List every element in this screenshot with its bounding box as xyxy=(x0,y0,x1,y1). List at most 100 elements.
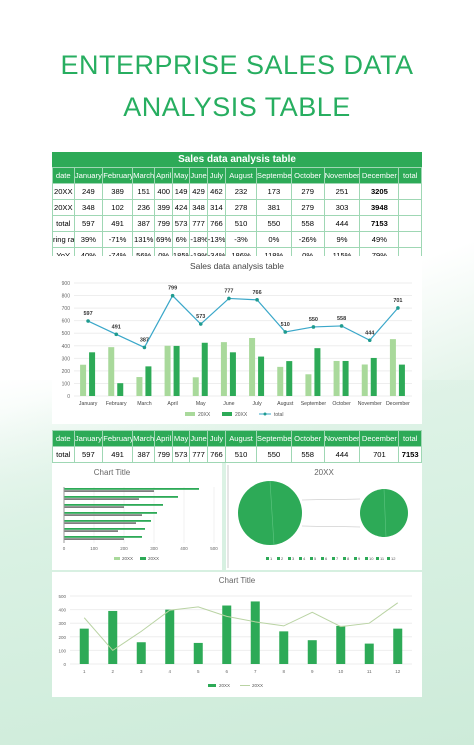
table-header-cell: date xyxy=(52,430,75,447)
x-tick-label: 1 xyxy=(83,669,86,674)
table-cell: 491 xyxy=(102,215,133,232)
hbar-series1 xyxy=(64,522,136,524)
bar-series1 xyxy=(108,347,115,396)
legend-label: 9 xyxy=(358,556,361,561)
table-cell-empty xyxy=(398,215,422,232)
x-tick-label: 11 xyxy=(367,669,372,674)
table-cell: 424 xyxy=(171,199,191,216)
table-cell: 20XX xyxy=(52,183,75,200)
bar-series1 xyxy=(393,628,403,664)
bar-series2 xyxy=(201,342,208,396)
legend-swatch xyxy=(266,557,269,560)
legend-swatch xyxy=(288,557,291,560)
chart-title: Chart Title xyxy=(219,576,256,585)
table-cell: 381 xyxy=(255,199,292,216)
table-cell-empty xyxy=(398,199,422,216)
table-header-cell: May xyxy=(171,430,191,447)
x-tick-label: December xyxy=(386,401,410,407)
legend-swatch xyxy=(114,557,120,560)
x-tick-label: 200 xyxy=(120,546,128,551)
x-tick-label: 2 xyxy=(111,669,114,674)
table-header-cell: February xyxy=(102,430,133,447)
legend-label: 20XX xyxy=(252,683,263,688)
y-tick-label: 500 xyxy=(58,594,66,599)
table-cell: 6% xyxy=(171,231,191,248)
hbar-series1 xyxy=(64,530,118,532)
table-cell: 236 xyxy=(131,199,156,216)
sales-table: date January February March April May June July… xyxy=(52,167,422,264)
table-cell-empty xyxy=(398,183,422,200)
y-tick-label: 600 xyxy=(62,319,71,325)
table-cell: 3205 xyxy=(359,183,400,200)
x-tick-label: 10 xyxy=(338,669,344,674)
bar-series1 xyxy=(277,366,284,396)
table-cell: 550 xyxy=(255,446,292,463)
pie-right xyxy=(360,489,408,537)
x-tick-label: October xyxy=(332,401,351,407)
data-label: 491 xyxy=(112,324,121,330)
legend-label: total xyxy=(274,412,283,418)
bar-series2 xyxy=(173,345,180,396)
page-title-line1: ENTERPRISE SALES DATA xyxy=(60,50,414,80)
legend-label: 8 xyxy=(347,556,350,561)
table-cell: 429 xyxy=(189,183,208,200)
hbar-series2 xyxy=(64,520,151,522)
table-cell: -26% xyxy=(290,231,325,248)
bar-series1 xyxy=(307,640,317,664)
table-cell: 558 xyxy=(290,215,325,232)
legend-label: 7 xyxy=(336,556,339,561)
x-tick-label: 8 xyxy=(282,669,285,674)
table-cell: 462 xyxy=(206,183,227,200)
column-line-chart: Chart Title 0 100 200 300 400 500 1 2 3 4 5 6 7 8 9 10 11… xyxy=(52,572,422,697)
legend-label: 20XX xyxy=(122,556,133,561)
table-cell: 149 xyxy=(171,183,191,200)
table-row: 20XX 348 102 236 399 424 348 314 278 381 279 303 394… xyxy=(52,199,422,216)
legend-swatch xyxy=(343,557,346,560)
y-tick-label: 800 xyxy=(62,294,71,300)
table-cell: 444 xyxy=(323,215,361,232)
sales-combo-chart: Sales data analysis table 0 100 200 300 400 50… xyxy=(52,256,422,424)
legend-label: 20XX xyxy=(219,683,230,688)
chart-title: Sales data analysis table xyxy=(190,261,284,271)
data-label: 558 xyxy=(337,316,346,322)
x-tick-label: 0 xyxy=(63,546,66,551)
legend-swatch xyxy=(321,557,324,560)
total-table: date January February March April May June July… xyxy=(52,430,422,463)
pie-chart: 20XX 1 2 3 4 5 6 7 8 9 10 11 12 xyxy=(226,463,422,570)
x-tick-label: September xyxy=(301,401,327,407)
table-cell: -18% xyxy=(189,231,208,248)
table-row: 20XX 249 389 151 400 149 429 462 232 173 279 251 320… xyxy=(52,183,422,200)
table-row: ring ratio39%-71%131%69%6%-18%-13%-3%0%-… xyxy=(52,231,422,248)
table-header-cell: January xyxy=(73,430,104,447)
bar-series1 xyxy=(336,625,346,664)
table-cell: 444 xyxy=(323,446,361,463)
x-tick-label: 3 xyxy=(140,669,143,674)
x-tick-label: March xyxy=(137,401,152,407)
bar-series2 xyxy=(342,360,349,396)
legend-swatch xyxy=(354,557,357,560)
y-tick-label: 100 xyxy=(62,381,71,387)
table-cell: 597 xyxy=(73,446,104,463)
table-cell: total xyxy=(52,215,75,232)
table-header-cell: April xyxy=(154,430,173,447)
table-cell: 20XX xyxy=(52,199,75,216)
table-header-cell: total xyxy=(398,430,422,447)
x-tick-label: 400 xyxy=(180,546,188,551)
bar-series1 xyxy=(136,642,146,664)
bar-series2 xyxy=(370,357,377,396)
legend-label: 1 xyxy=(270,556,273,561)
y-tick-label: 0 xyxy=(67,394,70,400)
total-point xyxy=(396,306,400,310)
data-label: 766 xyxy=(252,290,261,296)
y-tick-label: 700 xyxy=(62,306,71,312)
total-point xyxy=(198,322,203,326)
table-cell: 7153 xyxy=(398,446,422,463)
total-point xyxy=(227,296,231,301)
hbar-series2 xyxy=(64,496,178,498)
table-cell: 573 xyxy=(171,215,191,232)
table-header-cell: December xyxy=(359,430,400,447)
table-cell: 278 xyxy=(225,199,257,216)
hbar-series1 xyxy=(64,538,124,540)
table-cell: 389 xyxy=(102,183,133,200)
bar-series2 xyxy=(229,352,236,396)
